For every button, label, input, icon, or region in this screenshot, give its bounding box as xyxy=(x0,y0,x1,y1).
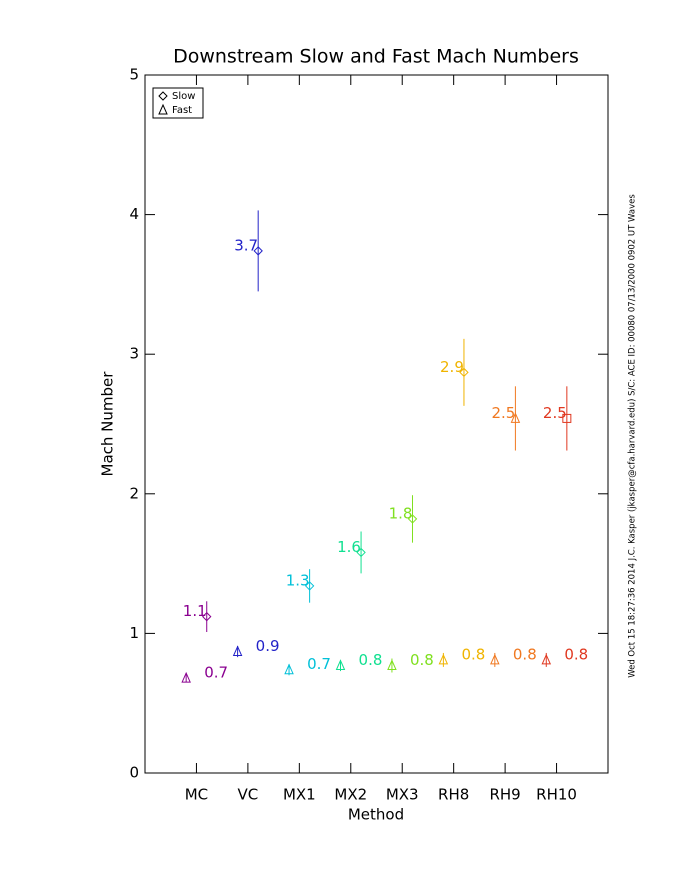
y-tick-label: 1 xyxy=(129,624,139,642)
value-label: 1.8 xyxy=(389,504,413,522)
data-point xyxy=(253,246,263,256)
x-tick-label: RH10 xyxy=(536,786,577,804)
data-point xyxy=(356,547,366,558)
x-tick-label: MX2 xyxy=(334,786,367,804)
data-point xyxy=(202,611,212,622)
legend-label: Slow xyxy=(172,91,195,102)
x-tick-label: RH8 xyxy=(438,786,469,804)
x-tick-label: RH9 xyxy=(489,786,520,804)
value-label: 2.5 xyxy=(491,404,515,422)
x-tick-label: VC xyxy=(238,786,259,804)
y-tick-label: 0 xyxy=(129,764,139,782)
data-point xyxy=(459,367,469,378)
y-tick-label: 5 xyxy=(129,66,139,84)
value-label: 0.8 xyxy=(410,651,434,669)
data-point xyxy=(407,514,418,524)
value-label: 0.8 xyxy=(359,651,383,669)
plot-frame xyxy=(144,74,609,774)
value-label: 0.7 xyxy=(307,655,331,673)
data-point xyxy=(284,663,294,675)
value-label: 0.8 xyxy=(564,645,588,663)
data-point xyxy=(562,413,572,423)
x-tick-label: MC xyxy=(185,786,208,804)
data-point xyxy=(510,412,521,423)
legend-marker xyxy=(158,103,168,115)
value-label: 0.7 xyxy=(204,664,228,682)
value-label: 0.9 xyxy=(256,637,280,655)
value-label: 0.8 xyxy=(513,645,537,663)
footnote: Wed Oct 15 18:27:36 2014 J.C. Kasper (jk… xyxy=(628,194,638,678)
legend-box xyxy=(152,87,204,119)
data-point xyxy=(335,659,346,671)
x-axis-label: Method xyxy=(348,806,404,824)
y-tick-label: 3 xyxy=(129,345,139,363)
data-point xyxy=(438,653,449,665)
value-label: 0.8 xyxy=(461,645,485,663)
legend-marker xyxy=(158,91,168,101)
value-label: 2.9 xyxy=(440,358,464,376)
chart-title: Downstream Slow and Fast Mach Numbers xyxy=(173,46,579,68)
y-tick-label: 4 xyxy=(129,205,139,223)
data-point xyxy=(490,653,500,665)
x-tick-label: MX1 xyxy=(283,786,316,804)
value-label: 1.3 xyxy=(286,571,310,589)
value-label: 3.7 xyxy=(234,236,258,254)
data-point xyxy=(541,653,552,665)
value-label: 1.6 xyxy=(337,538,361,556)
x-tick-label: MX3 xyxy=(386,786,419,804)
data-point xyxy=(387,659,397,671)
data-point xyxy=(181,671,191,683)
data-point xyxy=(304,581,315,591)
y-tick-label: 2 xyxy=(129,484,139,502)
legend-label: Fast xyxy=(172,105,192,116)
value-label: 2.5 xyxy=(543,404,567,422)
data-point xyxy=(232,645,243,657)
y-axis-label: Mach Number xyxy=(99,371,117,477)
value-label: 1.1 xyxy=(183,602,207,620)
